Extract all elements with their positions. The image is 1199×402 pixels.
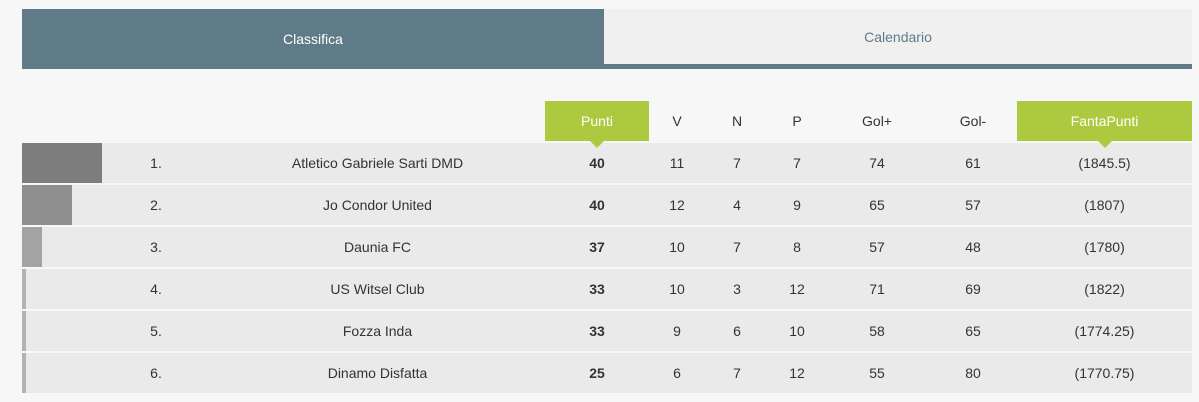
rank-bar: [22, 185, 72, 225]
cell-pareggi: 7: [705, 227, 769, 267]
table-row[interactable]: 2. Jo Condor United 40 12 4 9 65 57 (1807): [22, 185, 1192, 225]
tab-calendario[interactable]: Calendario: [604, 9, 1192, 69]
header-bar-spacer: [22, 101, 102, 141]
cell-perse: 9: [769, 185, 825, 225]
header-fantapunti[interactable]: FantaPunti: [1017, 101, 1192, 148]
rank-bar-cell: [22, 353, 102, 393]
cell-position: 1.: [102, 143, 210, 183]
header-team-spacer: [210, 101, 545, 141]
header-gol-minus[interactable]: Gol-: [959, 113, 987, 129]
cell-vittorie: 10: [649, 227, 705, 267]
cell-pareggi: 7: [705, 143, 769, 183]
cell-fantapunti: (1770.75): [1017, 353, 1192, 393]
cell-punti: 37: [545, 227, 649, 267]
header-row: Punti V N P Gol+ Gol- FantaPunti: [22, 101, 1192, 148]
rank-bar-cell: [22, 311, 102, 351]
cell-perse: 8: [769, 227, 825, 267]
cell-punti: 40: [545, 143, 649, 183]
cell-gol-subiti: 48: [929, 227, 1017, 267]
cell-punti: 33: [545, 311, 649, 351]
rank-bar: [22, 269, 26, 309]
cell-position: 5.: [102, 311, 210, 351]
cell-position: 3.: [102, 227, 210, 267]
cell-gol-subiti: 57: [929, 185, 1017, 225]
table-row[interactable]: 5. Fozza Inda 33 9 6 10 58 65 (1774.25): [22, 311, 1192, 351]
cell-punti: 40: [545, 185, 649, 225]
cell-gol-fatti: 57: [825, 227, 929, 267]
cell-vittorie: 9: [649, 311, 705, 351]
tab-classifica[interactable]: Classifica: [22, 9, 604, 69]
table-row[interactable]: 4. US Witsel Club 33 10 3 12 71 69 (1822): [22, 269, 1192, 309]
table-row[interactable]: 1. Atletico Gabriele Sarti DMD 40 11 7 7 74 61(…: [22, 143, 1192, 183]
cell-gol-fatti: 58: [825, 311, 929, 351]
cell-vittorie: 12: [649, 185, 705, 225]
cell-perse: 12: [769, 269, 825, 309]
cell-gol-fatti: 65: [825, 185, 929, 225]
rank-bar-cell: [22, 185, 102, 225]
rank-bar: [22, 227, 42, 267]
header-pos-spacer: [102, 101, 210, 141]
rank-bar-cell: [22, 269, 102, 309]
cell-perse: 10: [769, 311, 825, 351]
table-row[interactable]: 3. Daunia FC 37 10 7 8 57 48 (1780): [22, 227, 1192, 267]
cell-fantapunti: (1774.25): [1017, 311, 1192, 351]
cell-vittorie: 6: [649, 353, 705, 393]
cell-team-name: Dinamo Disfatta: [210, 353, 545, 393]
header-p[interactable]: P: [792, 113, 802, 129]
cell-fantapunti: (1845.5): [1017, 143, 1192, 183]
cell-position: 6.: [102, 353, 210, 393]
table-row[interactable]: 6. Dinamo Disfatta 25 6 7 12 55 80 (1770.75): [22, 353, 1192, 393]
standings-table: Punti V N P Gol+ Gol- FantaPunti 1. Atlet…: [22, 99, 1192, 395]
cell-perse: 12: [769, 353, 825, 393]
cell-vittorie: 10: [649, 269, 705, 309]
cell-gol-subiti: 61: [929, 143, 1017, 183]
cell-position: 4.: [102, 269, 210, 309]
cell-fantapunti: (1780): [1017, 227, 1192, 267]
cell-team-name: Fozza Inda: [210, 311, 545, 351]
cell-gol-subiti: 65: [929, 311, 1017, 351]
cell-team-name: Atletico Gabriele Sarti DMD: [210, 143, 545, 183]
rank-bar-cell: [22, 227, 102, 267]
cell-pareggi: 6: [705, 311, 769, 351]
cell-pareggi: 3: [705, 269, 769, 309]
cell-punti: 25: [545, 353, 649, 393]
rank-bar: [22, 143, 102, 183]
rank-bar: [22, 311, 26, 351]
cell-team-name: Jo Condor United: [210, 185, 545, 225]
cell-gol-fatti: 74: [825, 143, 929, 183]
cell-pareggi: 7: [705, 353, 769, 393]
cell-gol-fatti: 71: [825, 269, 929, 309]
rank-bar: [22, 353, 26, 393]
cell-team-name: Daunia FC: [210, 227, 545, 267]
cell-position: 2.: [102, 185, 210, 225]
header-v[interactable]: V: [672, 113, 682, 129]
cell-punti: 33: [545, 269, 649, 309]
cell-fantapunti: (1807): [1017, 185, 1192, 225]
cell-gol-subiti: 80: [929, 353, 1017, 393]
cell-fantapunti: (1822): [1017, 269, 1192, 309]
cell-team-name: US Witsel Club: [210, 269, 545, 309]
cell-gol-fatti: 55: [825, 353, 929, 393]
tab-bar: Classifica Calendario: [22, 9, 1192, 69]
cell-gol-subiti: 69: [929, 269, 1017, 309]
cell-vittorie: 11: [649, 143, 705, 183]
cell-perse: 7: [769, 143, 825, 183]
header-punti[interactable]: Punti: [545, 101, 649, 148]
rank-bar-cell: [22, 143, 102, 183]
cell-pareggi: 4: [705, 185, 769, 225]
header-n[interactable]: N: [731, 113, 743, 129]
header-gol-plus[interactable]: Gol+: [862, 113, 892, 129]
